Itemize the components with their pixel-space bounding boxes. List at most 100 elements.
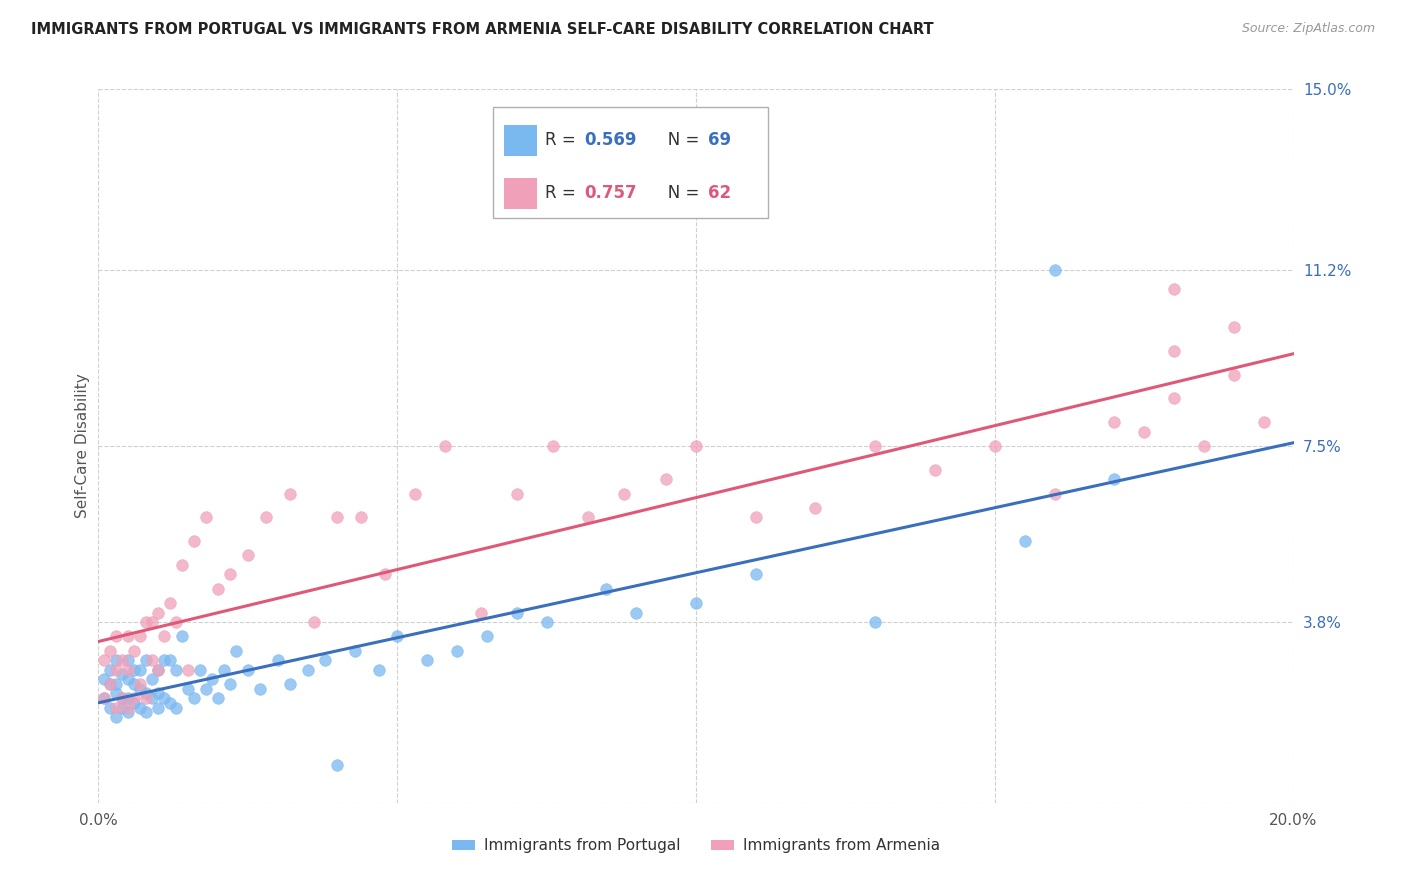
Point [135,686,157,700]
Point [404,486,426,500]
Point [148,606,170,620]
Point [93,653,115,667]
Point [153,653,176,667]
Point [984,439,1007,453]
Point [135,691,157,706]
Point [278,677,301,691]
Point [165,700,187,714]
Point [124,663,146,677]
Point [188,663,211,677]
Point [326,510,349,524]
Point [148,663,170,677]
Point [249,681,271,696]
Point [153,691,176,706]
Point [219,567,242,582]
Point [98,677,122,691]
Text: R =: R = [546,131,581,149]
Point [153,629,176,643]
Point [434,439,457,453]
Point [111,691,134,706]
Point [105,710,128,724]
Point [135,615,157,629]
Point [1223,320,1246,334]
Point [924,463,946,477]
Point [1253,415,1275,429]
Point [117,653,139,667]
Point [93,691,115,706]
Point [297,663,319,677]
Point [172,558,194,572]
Point [117,691,139,706]
Point [685,596,707,610]
Point [183,691,205,706]
Point [368,663,391,677]
Point [536,615,558,629]
Text: 0.757: 0.757 [585,185,637,202]
Point [1014,534,1036,549]
Point [129,677,152,691]
Point [117,629,139,643]
Point [236,663,259,677]
Point [98,677,122,691]
Point [111,700,134,714]
Point [446,643,468,657]
Point [111,653,134,667]
Point [117,672,139,686]
Point [141,615,163,629]
Point [385,629,409,643]
Point [124,691,146,706]
Point [117,700,139,714]
Point [655,472,678,486]
Point [326,757,349,772]
Point [267,653,290,667]
Point [374,567,396,582]
Point [195,681,218,696]
Point [685,439,707,453]
Point [159,653,181,667]
Point [745,567,768,582]
Point [93,691,115,706]
Point [254,510,277,524]
Point [626,606,648,620]
Point [105,677,128,691]
Point [117,706,139,720]
Point [541,439,564,453]
Point [1104,472,1126,486]
Point [416,653,439,667]
Point [475,629,498,643]
Point [98,643,122,657]
Point [219,677,242,691]
Point [225,643,247,657]
Text: 0.569: 0.569 [585,131,637,149]
Point [578,510,600,524]
Point [470,606,492,620]
Point [148,700,170,714]
Y-axis label: Self-Care Disability: Self-Care Disability [75,374,90,518]
Point [1223,368,1246,382]
Point [1192,439,1215,453]
Point [105,629,128,643]
Point [165,663,187,677]
Point [177,681,200,696]
Point [344,643,367,657]
Text: IMMIGRANTS FROM PORTUGAL VS IMMIGRANTS FROM ARMENIA SELF-CARE DISABILITY CORRELA: IMMIGRANTS FROM PORTUGAL VS IMMIGRANTS F… [31,22,934,37]
Text: 62: 62 [709,185,731,202]
Point [124,643,146,657]
Text: Source: ZipAtlas.com: Source: ZipAtlas.com [1241,22,1375,36]
Point [141,653,163,667]
Point [207,691,229,706]
Point [148,663,170,677]
Point [236,549,259,563]
Point [105,700,128,714]
Point [865,615,887,629]
Point [141,691,163,706]
Point [129,629,152,643]
Point [148,686,170,700]
Point [613,486,636,500]
Point [98,663,122,677]
Point [93,672,115,686]
Point [350,510,373,524]
Point [1043,486,1066,500]
Point [195,510,218,524]
Point [111,691,134,706]
